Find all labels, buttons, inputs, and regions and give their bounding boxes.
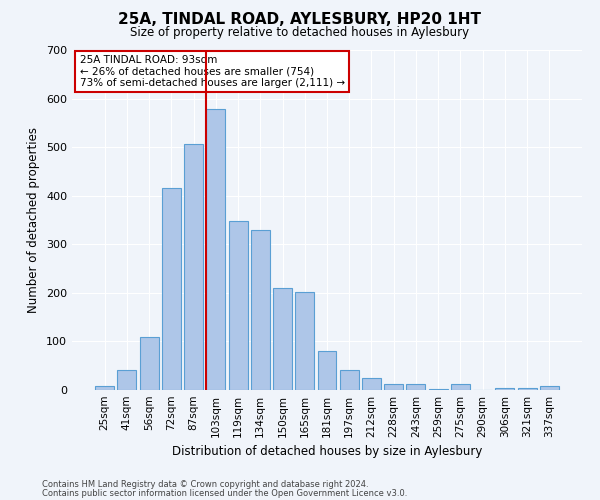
Bar <box>384 384 403 390</box>
Bar <box>518 388 536 390</box>
Bar <box>340 370 359 390</box>
X-axis label: Distribution of detached houses by size in Aylesbury: Distribution of detached houses by size … <box>172 446 482 458</box>
Bar <box>295 292 314 390</box>
Bar <box>184 144 203 390</box>
Text: 25A TINDAL ROAD: 93sqm
← 26% of detached houses are smaller (754)
73% of semi-de: 25A TINDAL ROAD: 93sqm ← 26% of detached… <box>80 55 345 88</box>
Y-axis label: Number of detached properties: Number of detached properties <box>28 127 40 313</box>
Bar <box>362 378 381 390</box>
Bar <box>317 351 337 390</box>
Bar <box>540 386 559 390</box>
Bar <box>451 384 470 390</box>
Bar <box>118 370 136 390</box>
Bar <box>429 388 448 390</box>
Bar <box>251 230 270 390</box>
Text: Contains public sector information licensed under the Open Government Licence v3: Contains public sector information licen… <box>42 489 407 498</box>
Bar <box>162 188 181 390</box>
Text: 25A, TINDAL ROAD, AYLESBURY, HP20 1HT: 25A, TINDAL ROAD, AYLESBURY, HP20 1HT <box>119 12 482 28</box>
Text: Contains HM Land Registry data © Crown copyright and database right 2024.: Contains HM Land Registry data © Crown c… <box>42 480 368 489</box>
Bar <box>140 336 158 390</box>
Bar <box>95 386 114 390</box>
Bar <box>206 110 225 390</box>
Text: Size of property relative to detached houses in Aylesbury: Size of property relative to detached ho… <box>130 26 470 39</box>
Bar <box>229 221 248 390</box>
Bar <box>273 288 292 390</box>
Bar <box>496 388 514 390</box>
Bar <box>406 384 425 390</box>
